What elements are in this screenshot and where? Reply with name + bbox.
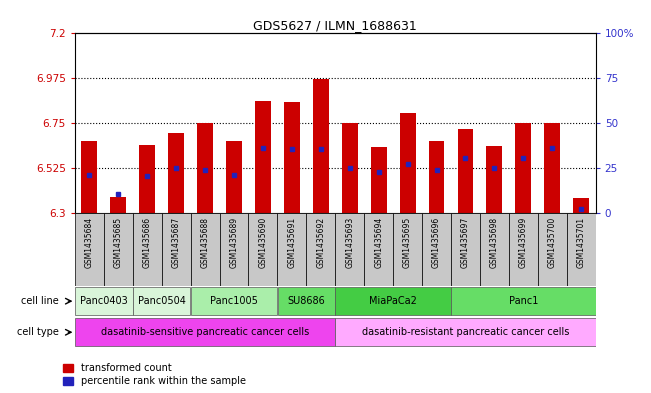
Text: GSM1435700: GSM1435700 — [547, 217, 557, 268]
Bar — [133, 287, 191, 315]
Bar — [191, 213, 219, 286]
Text: GSM1435690: GSM1435690 — [258, 217, 268, 268]
Bar — [451, 287, 596, 315]
Text: Panc0504: Panc0504 — [138, 296, 186, 306]
Legend: transformed count, percentile rank within the sample: transformed count, percentile rank withi… — [63, 363, 246, 386]
Text: GSM1435685: GSM1435685 — [114, 217, 123, 268]
Bar — [226, 141, 242, 213]
Bar — [104, 213, 133, 286]
Text: dasatinib-sensitive pancreatic cancer cells: dasatinib-sensitive pancreatic cancer ce… — [101, 327, 309, 337]
Bar — [307, 213, 335, 286]
Bar — [75, 318, 335, 346]
Text: GSM1435701: GSM1435701 — [577, 217, 586, 268]
Bar — [544, 123, 561, 213]
Text: GSM1435689: GSM1435689 — [230, 217, 238, 268]
Bar — [81, 141, 97, 213]
Bar — [191, 287, 277, 315]
Bar — [364, 213, 393, 286]
Bar — [480, 213, 509, 286]
Text: cell type: cell type — [18, 327, 59, 337]
Text: GSM1435684: GSM1435684 — [85, 217, 94, 268]
Bar — [400, 113, 415, 213]
Bar — [277, 287, 335, 315]
Bar — [219, 213, 249, 286]
Bar — [75, 287, 133, 315]
Text: Panc1005: Panc1005 — [210, 296, 258, 306]
Text: GSM1435687: GSM1435687 — [172, 217, 180, 268]
Text: GSM1435694: GSM1435694 — [374, 217, 383, 268]
Bar — [393, 213, 422, 286]
Bar — [284, 102, 300, 213]
Bar — [277, 213, 307, 286]
Bar — [110, 197, 126, 213]
Text: SU8686: SU8686 — [288, 296, 326, 306]
Bar — [197, 123, 213, 213]
Bar — [168, 133, 184, 213]
Text: GSM1435699: GSM1435699 — [519, 217, 528, 268]
Bar — [422, 213, 451, 286]
Bar — [335, 287, 451, 315]
Bar — [335, 213, 364, 286]
Text: GSM1435695: GSM1435695 — [403, 217, 412, 268]
Bar — [342, 123, 357, 213]
Bar — [335, 318, 596, 346]
Text: GSM1435688: GSM1435688 — [201, 217, 210, 268]
Bar — [451, 213, 480, 286]
Bar — [75, 213, 104, 286]
Bar — [509, 213, 538, 286]
Text: MiaPaCa2: MiaPaCa2 — [369, 296, 417, 306]
Text: GSM1435697: GSM1435697 — [461, 217, 470, 268]
Text: cell line: cell line — [21, 296, 59, 306]
Text: Panc0403: Panc0403 — [80, 296, 128, 306]
Bar — [133, 213, 161, 286]
Text: dasatinib-resistant pancreatic cancer cells: dasatinib-resistant pancreatic cancer ce… — [362, 327, 569, 337]
Bar — [249, 213, 277, 286]
Bar — [516, 123, 531, 213]
Text: GSM1435686: GSM1435686 — [143, 217, 152, 268]
Bar — [486, 146, 503, 213]
Bar — [255, 101, 271, 213]
Text: GSM1435696: GSM1435696 — [432, 217, 441, 268]
Bar — [139, 145, 155, 213]
Text: GSM1435693: GSM1435693 — [345, 217, 354, 268]
Title: GDS5627 / ILMN_1688631: GDS5627 / ILMN_1688631 — [253, 19, 417, 32]
Text: GSM1435691: GSM1435691 — [287, 217, 296, 268]
Text: GSM1435698: GSM1435698 — [490, 217, 499, 268]
Bar — [428, 141, 445, 213]
Bar — [313, 79, 329, 213]
Text: Panc1: Panc1 — [508, 296, 538, 306]
Bar — [458, 129, 473, 213]
Bar — [567, 213, 596, 286]
Text: GSM1435692: GSM1435692 — [316, 217, 326, 268]
Bar — [574, 198, 589, 213]
Bar — [370, 147, 387, 213]
Bar — [161, 213, 191, 286]
Bar — [538, 213, 567, 286]
